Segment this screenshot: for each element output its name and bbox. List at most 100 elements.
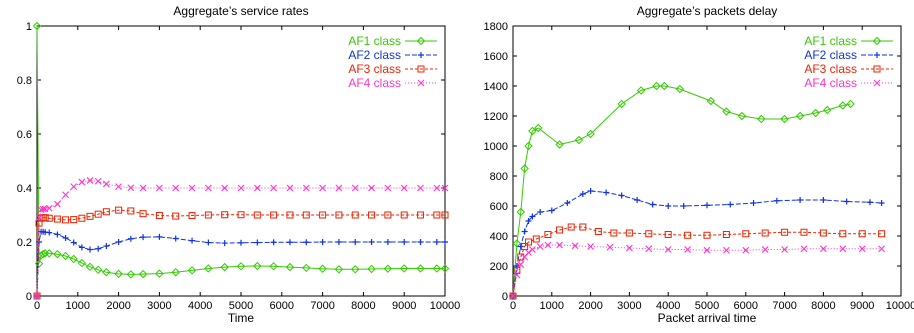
x-tick-label: 4000 (188, 300, 212, 312)
y-tick-label: 0 (26, 291, 32, 303)
data-point (187, 266, 197, 275)
data-point (722, 107, 731, 116)
data-point (603, 189, 610, 196)
data-point (858, 230, 866, 238)
y-tick-label: 1200 (484, 111, 508, 123)
data-point (516, 207, 525, 217)
data-point (823, 105, 832, 115)
data-point (400, 211, 408, 219)
data-point (706, 96, 716, 106)
data-point (33, 292, 41, 300)
data-point (368, 184, 375, 192)
legend-marker (873, 79, 881, 87)
data-point (253, 261, 262, 271)
y-tick-label: 1 (26, 21, 32, 33)
data-point (237, 211, 245, 219)
data-point (521, 228, 528, 235)
data-point (878, 200, 885, 206)
data-point (723, 246, 730, 254)
data-point (254, 239, 261, 246)
data-point (548, 207, 555, 214)
x-tick-label: 0 (34, 300, 40, 312)
data-point (800, 228, 808, 236)
x-tick-label: 2000 (578, 300, 602, 312)
data-point (400, 184, 408, 192)
data-point (368, 239, 375, 245)
data-point (286, 239, 293, 246)
data-point (319, 239, 326, 245)
data-point (660, 81, 669, 91)
data-point (45, 214, 53, 222)
data-point (204, 184, 212, 192)
data-point (761, 246, 769, 253)
data-point (286, 211, 294, 219)
data-point (351, 211, 359, 219)
data-point (846, 99, 855, 109)
series-af1-class (32, 21, 450, 279)
legend-marker (418, 52, 424, 58)
series-af1-class (508, 81, 855, 301)
data-point (286, 184, 294, 192)
data-point (34, 259, 44, 268)
legend-marker (417, 65, 425, 73)
data-point (221, 211, 229, 219)
data-point (878, 245, 885, 253)
data-point (618, 192, 625, 199)
data-point (529, 213, 536, 220)
data-point (556, 226, 564, 234)
data-point (302, 211, 310, 219)
x-tick-label: 8000 (351, 300, 375, 312)
data-point (62, 234, 69, 241)
data-point (32, 21, 42, 31)
data-point (509, 292, 517, 300)
data-point (62, 216, 70, 224)
data-point (269, 262, 278, 271)
data-point (843, 198, 850, 205)
y-tick-label: 0.8 (17, 75, 32, 87)
series-af2-class (510, 188, 885, 299)
x-tick-label: 2000 (106, 300, 130, 312)
y-tick-label: 800 (490, 171, 508, 183)
data-point (318, 264, 327, 273)
data-point (574, 135, 584, 145)
y-tick-label: 1000 (484, 141, 508, 153)
data-point (432, 264, 442, 273)
data-point (704, 202, 710, 209)
data-point (649, 201, 656, 208)
x-tick-label: 5000 (229, 300, 253, 312)
data-point (33, 292, 41, 300)
x-axis-label: Time (228, 311, 255, 325)
data-point (416, 264, 425, 273)
data-point (524, 141, 533, 151)
data-point (528, 126, 537, 136)
data-point (78, 244, 85, 251)
data-point (513, 267, 521, 274)
data-point (737, 111, 747, 121)
series-af3-class (509, 223, 886, 300)
data-point (351, 265, 360, 274)
data-point (114, 269, 123, 279)
data-point (441, 211, 449, 219)
data-point (39, 205, 47, 213)
data-point (652, 81, 661, 91)
data-point (367, 264, 376, 274)
x-tick-label: 0 (510, 300, 516, 312)
data-point (35, 214, 43, 222)
series-line (512, 85, 851, 297)
data-point (520, 164, 529, 173)
data-point (126, 270, 136, 279)
data-point (781, 228, 789, 236)
data-point (383, 264, 393, 273)
data-point (433, 184, 441, 192)
data-point (86, 177, 94, 184)
data-point (556, 241, 563, 249)
data-point (85, 262, 95, 272)
series-af4-class (33, 177, 449, 300)
x-tick-label: 10000 (886, 300, 914, 312)
data-point (664, 246, 672, 253)
x-tick-label: 6000 (734, 300, 758, 312)
legend-marker (873, 65, 881, 73)
y-tick-label: 0.2 (17, 237, 32, 249)
data-point (440, 264, 450, 273)
data-point (334, 265, 344, 274)
